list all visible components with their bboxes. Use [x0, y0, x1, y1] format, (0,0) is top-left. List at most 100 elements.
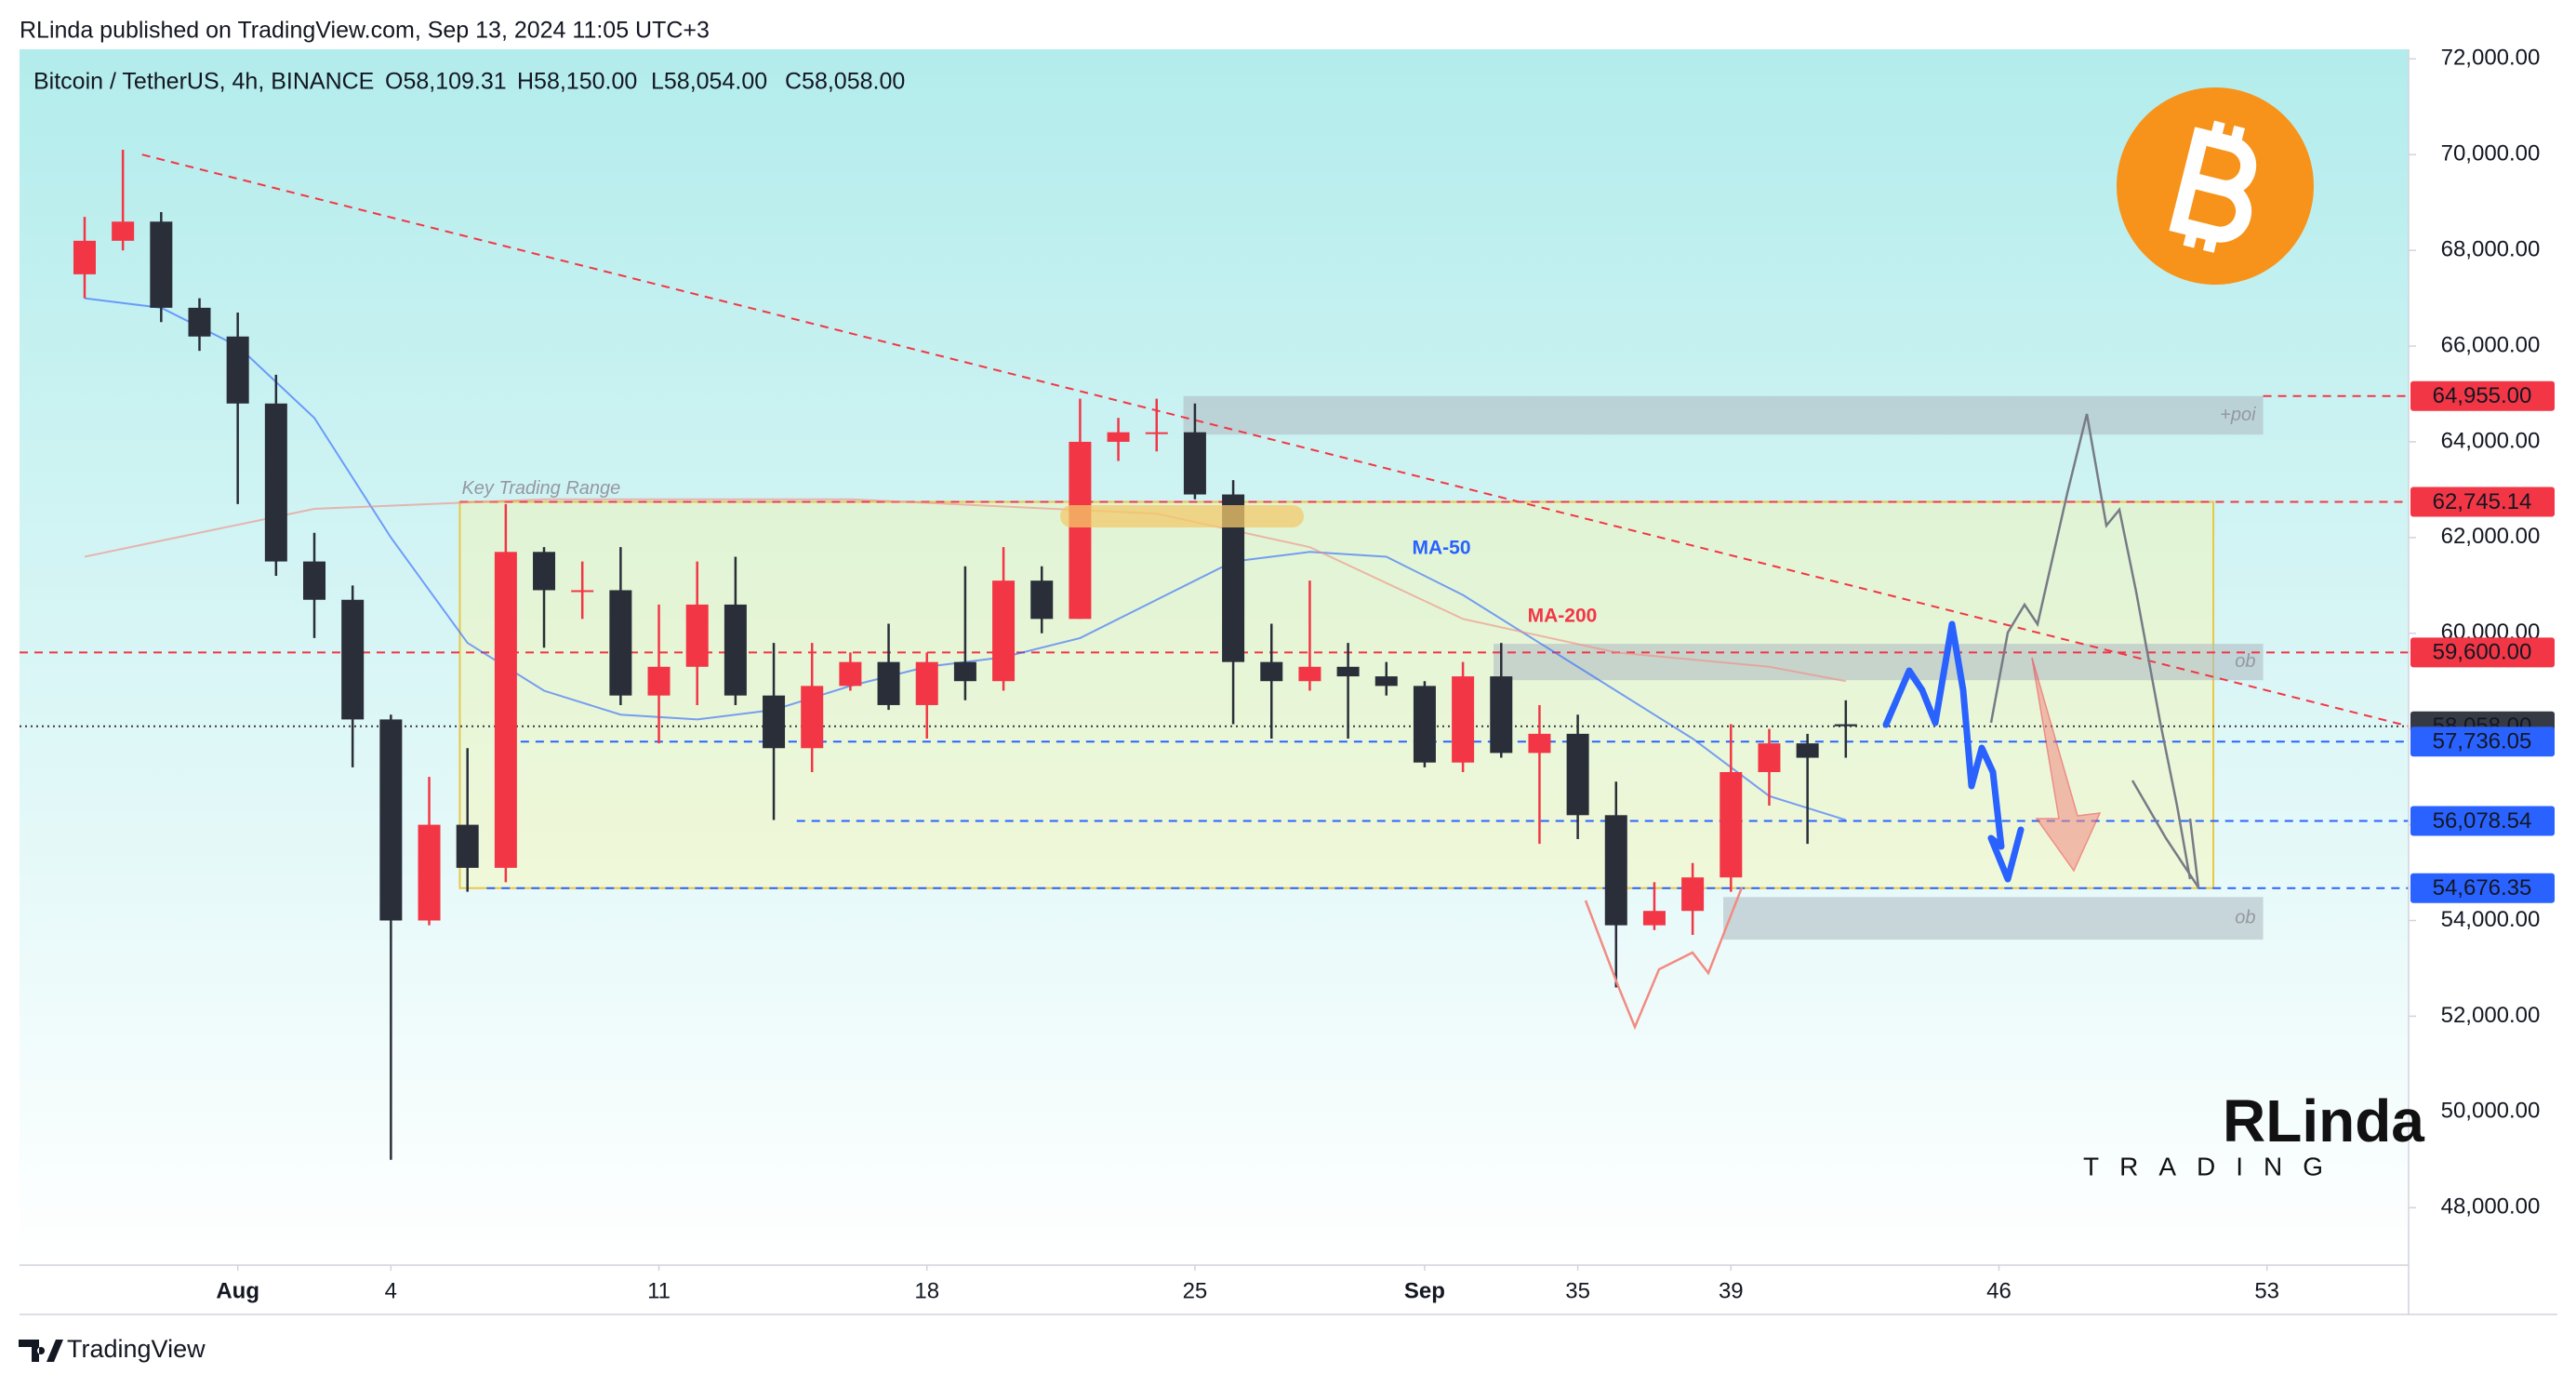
ma-label: MA-200 [1528, 606, 1598, 627]
y-tick-label: 64,000.00 [2441, 428, 2541, 453]
header-stat: L58,054.00 [651, 69, 767, 95]
candle-body [112, 221, 135, 241]
candle-body [418, 824, 441, 921]
candle-body [877, 661, 900, 705]
footer-brand: TradingView [67, 1335, 206, 1363]
candle-body [264, 403, 287, 562]
candle-body [188, 307, 211, 337]
candle-body [839, 661, 862, 687]
candle-body [1069, 441, 1092, 620]
candle-body [1107, 432, 1130, 442]
candle-body [533, 552, 556, 591]
price-label-box [2410, 380, 2555, 411]
footer-icon [19, 1340, 63, 1362]
ma-label: MA-50 [1412, 538, 1470, 559]
candle-body [647, 666, 671, 696]
candle-body [73, 240, 96, 274]
y-tick-label: 66,000.00 [2441, 332, 2541, 357]
bitcoin-logo [2117, 87, 2314, 285]
candle-body [226, 336, 249, 404]
price-label: 57,736.05 [2433, 729, 2532, 754]
price-label: 56,078.54 [2433, 808, 2532, 834]
candle-body [609, 590, 632, 696]
candle-body [724, 604, 747, 696]
candle-body [379, 719, 403, 921]
header-stat: O58,109.31 [385, 69, 507, 95]
projection-arrow [2031, 657, 2102, 873]
price-label: 54,676.35 [2433, 875, 2532, 900]
chart-title: Bitcoin / TetherUS, 4h, BINANCE [33, 69, 374, 95]
x-tick-label: 39 [1719, 1278, 1744, 1303]
projection-red [1584, 887, 1744, 1031]
x-tick-label: 25 [1183, 1278, 1208, 1303]
y-tick-label: 72,000.00 [2441, 46, 2541, 71]
zone-label: Key Trading Range [461, 478, 620, 499]
zone-label: +poi [2220, 405, 2256, 425]
candle-body [801, 686, 824, 749]
candle-body [1758, 743, 1781, 772]
y-tick-label: 50,000.00 [2441, 1099, 2541, 1124]
price-label: 59,600.00 [2433, 640, 2532, 665]
y-tick-label: 70,000.00 [2441, 141, 2541, 167]
x-tick-label: Sep [1404, 1278, 1445, 1303]
candle-body [341, 599, 365, 720]
price-label-box [2410, 487, 2555, 517]
header-stat: C58,058.00 [785, 69, 905, 95]
candle-body [1796, 743, 1819, 758]
candle-body [1720, 771, 1743, 878]
x-tick-label: 18 [914, 1278, 939, 1303]
x-tick-label: 35 [1565, 1278, 1590, 1303]
candle-body [1452, 676, 1475, 763]
y-tick-label: 48,000.00 [2441, 1194, 2541, 1220]
zone [1494, 644, 2264, 681]
candle-body [685, 604, 709, 667]
candle-body [456, 824, 479, 868]
price-label-box [2410, 873, 2555, 903]
candle-body [150, 221, 173, 308]
candle-body [1145, 432, 1168, 434]
zone-label: ob [2235, 651, 2255, 672]
x-tick-label: 46 [1986, 1278, 2012, 1303]
candle-body [1413, 686, 1436, 763]
zone [1183, 395, 2264, 435]
projection-blue [1882, 620, 2025, 883]
candle-body [1642, 911, 1666, 926]
x-tick-label: 53 [2254, 1278, 2279, 1303]
candle-body [1298, 666, 1321, 682]
candle-body [992, 580, 1016, 682]
publisher-line: RLinda published on TradingView.com, Sep… [20, 18, 710, 44]
y-tick-label: 54,000.00 [2441, 907, 2541, 932]
candle-body [303, 561, 326, 600]
candle-body [1566, 733, 1589, 816]
price-label-box [2410, 637, 2555, 668]
logo-tagline: TRADING [2083, 1152, 2344, 1180]
zone [1723, 897, 2264, 940]
x-tick-label: 11 [647, 1278, 671, 1303]
candle-body [915, 661, 938, 705]
logo-name: RLinda [2223, 1087, 2424, 1154]
candle-body [1183, 432, 1206, 495]
candle-body [763, 695, 786, 749]
header-stat: H58,150.00 [517, 69, 637, 95]
projection-gray [1989, 413, 2200, 888]
candle-body [1490, 676, 1513, 754]
highlight [1060, 505, 1304, 527]
price-label-box [2410, 727, 2555, 757]
candle-body [1030, 580, 1054, 620]
zone-label: ob [2235, 907, 2255, 927]
trendline [141, 153, 2410, 727]
candle-body [494, 552, 517, 868]
candle-body [1528, 733, 1551, 754]
y-tick-label: 62,000.00 [2441, 524, 2541, 549]
candle-body [1681, 877, 1705, 912]
price-label: 62,745.14 [2433, 489, 2532, 514]
price-label-box [2410, 806, 2555, 836]
candle-body [1374, 676, 1398, 687]
y-tick-label: 68,000.00 [2441, 236, 2541, 261]
price-label: 64,955.00 [2433, 383, 2532, 408]
candle-body [1336, 666, 1360, 677]
candle-body [1604, 815, 1627, 926]
candle-body [953, 661, 976, 682]
